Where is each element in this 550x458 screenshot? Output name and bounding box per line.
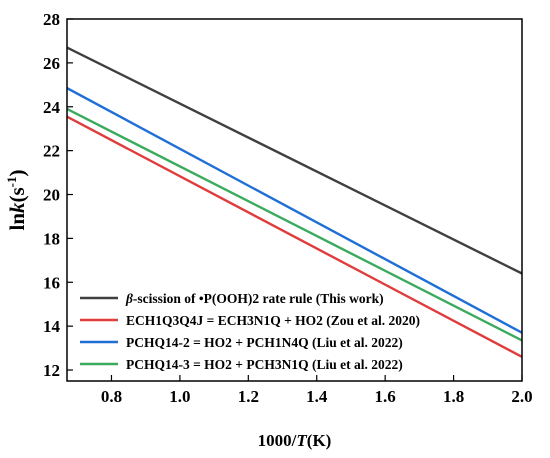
legend-entry-1: β-scission of •P(OOH)2 rate rule (This w… (125, 291, 384, 306)
legend-entry-4: PCHQ14-3 = HO2 + PCH3N1Q (Liu et al. 202… (126, 357, 403, 372)
x-axis-label: 1000/T(K) (258, 431, 332, 450)
y-tick-label: 28 (43, 10, 60, 29)
x-tick-label: 0.8 (101, 387, 122, 406)
legend-entry-2: ECH1Q3Q4J = ECH3N1Q + HO2 (Zou et al. 20… (126, 313, 420, 328)
series-line-1 (67, 46, 522, 275)
y-tick-label: 16 (43, 273, 60, 292)
y-tick-label: 12 (43, 361, 60, 380)
x-tick-label: 1.2 (238, 387, 259, 406)
series-lines (67, 46, 522, 358)
x-tick-label: 1.8 (443, 387, 464, 406)
y-tick-label: 24 (43, 98, 61, 117)
axis-ticks: 0.8 1.0 1.2 1.4 1.6 1.8 2.0 12 14 16 18 20 22 24 26 28 (43, 10, 533, 406)
y-tick-label: 18 (43, 229, 60, 248)
x-tick-label: 1.6 (375, 387, 396, 406)
legend-entry-3: PCHQ14-2 = HO2 + PCH1N4Q (Liu et al. 202… (126, 335, 403, 350)
y-tick-label: 22 (43, 142, 60, 161)
y-axis-label: lnk(s-1) (4, 169, 29, 230)
series-line-4 (67, 107, 522, 342)
x-tick-label: 1.0 (169, 387, 190, 406)
x-tick-label: 1.4 (306, 387, 328, 406)
y-tick-label: 14 (43, 317, 61, 336)
y-tick-label: 26 (43, 54, 60, 73)
plot-frame (66, 18, 523, 382)
x-tick-label: 2.0 (511, 387, 532, 406)
y-tick-label: 20 (43, 186, 60, 205)
series-line-3 (67, 87, 522, 334)
series-line-2 (67, 115, 522, 358)
legend: β-scission of •P(OOH)2 rate rule (This w… (80, 291, 420, 372)
